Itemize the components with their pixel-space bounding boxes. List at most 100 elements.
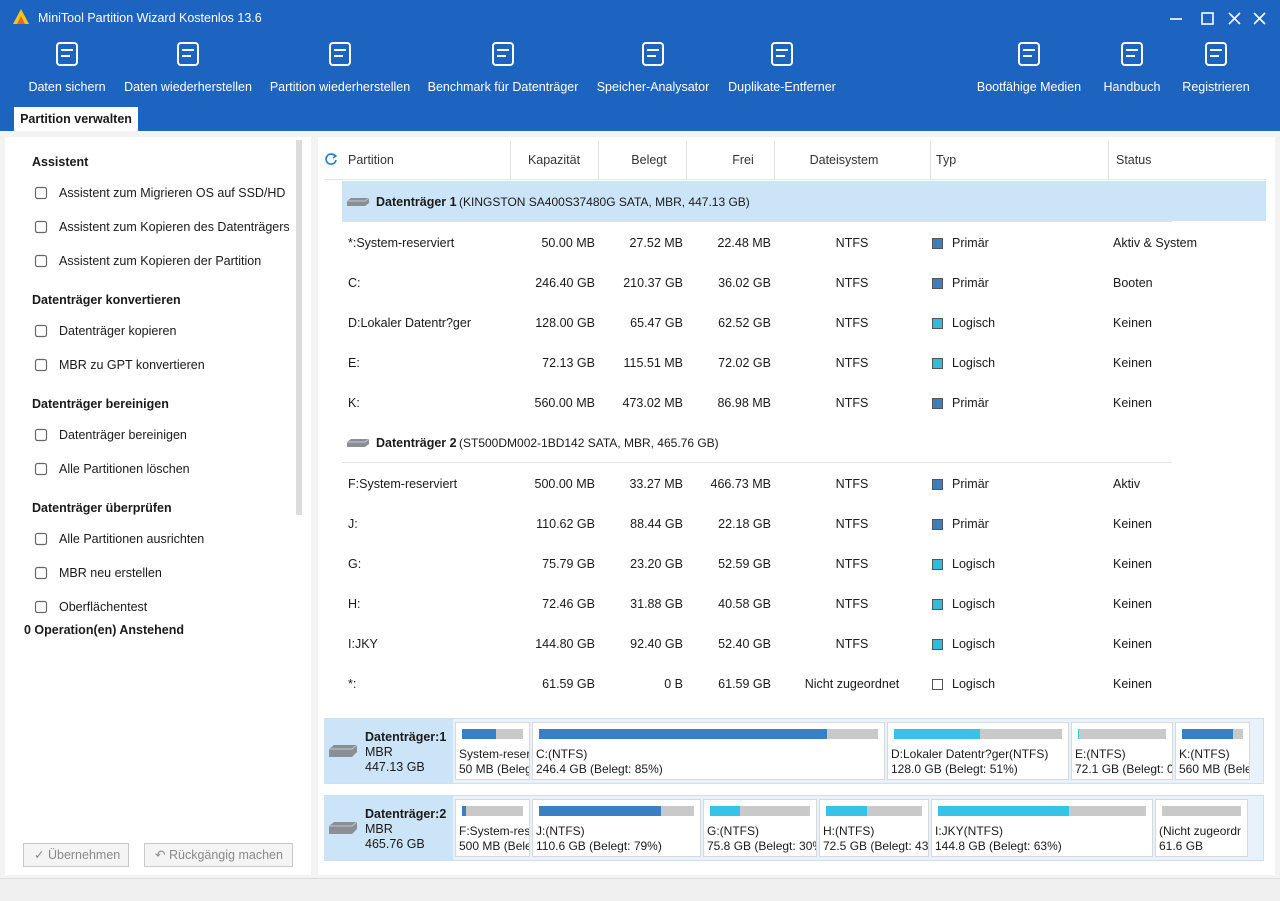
- partition-info: 500 MB (Bele: [459, 839, 530, 853]
- toolbar-icon: [492, 42, 514, 66]
- partition-block[interactable]: J:(NTFS) 110.6 GB (Belegt: 79%): [532, 799, 701, 857]
- table-cell: NTFS: [835, 356, 869, 370]
- table-cell: 473.02 MB: [622, 396, 683, 410]
- menu-icon: [34, 428, 48, 442]
- disk-icon: [347, 438, 370, 447]
- disk-row[interactable]: [342, 181, 1266, 221]
- toolbar-icon: [1121, 42, 1143, 66]
- table-cell: 27.52 MB: [629, 236, 683, 250]
- tab-active[interactable]: Partition verwalten: [14, 107, 138, 131]
- toolbar-button[interactable]: Bootfähige Medien: [976, 80, 1082, 94]
- disk-icon: [329, 744, 358, 757]
- menu-item[interactable]: Assistent zum Kopieren der Partition: [59, 254, 262, 268]
- column-header[interactable]: Belegt: [631, 153, 667, 167]
- partition-block[interactable]: H:(NTFS) 72.5 GB (Belegt: 43: [819, 799, 929, 857]
- toolbar-icon: [1205, 42, 1227, 66]
- toolbar-icon: [177, 42, 199, 66]
- table-cell: 466.73 MB: [710, 477, 771, 491]
- toolbar-button[interactable]: Daten sichern: [28, 80, 106, 94]
- disk-icon: [347, 197, 370, 206]
- table-cell: 72.46 GB: [542, 597, 595, 611]
- table-cell: H:: [348, 597, 361, 611]
- type-swatch: [932, 318, 943, 329]
- apply-button[interactable]: ✓ Übernehmen: [23, 843, 129, 867]
- partition-label: K:(NTFS): [1179, 747, 1230, 761]
- column-header[interactable]: Kapazität: [527, 153, 581, 167]
- disk-map-scheme: MBR: [365, 745, 393, 759]
- disk-label: Datenträger 2: [376, 436, 457, 450]
- menu-item[interactable]: Datenträger bereinigen: [59, 428, 187, 442]
- table-cell: Logisch: [952, 356, 996, 370]
- disk-map-name: Datenträger:1: [365, 730, 447, 744]
- table-cell: Logisch: [952, 597, 996, 611]
- partition-block[interactable]: D:Lokaler Datentr?ger(NTFS) 128.0 GB (Bel…: [887, 722, 1069, 780]
- column-header[interactable]: Partition: [348, 153, 394, 167]
- table-cell: 72.02 GB: [718, 356, 771, 370]
- toolbar-button[interactable]: Partition wiederherstellen: [269, 80, 411, 94]
- type-swatch: [932, 278, 943, 289]
- partition-block[interactable]: F:System-res 500 MB (Bele: [455, 799, 530, 857]
- partition-block[interactable]: System-reser 50 MB (Beleg: [455, 722, 530, 780]
- usage-bar: [826, 806, 922, 816]
- table-cell: I:JKY: [348, 637, 378, 651]
- table-cell: Logisch: [952, 637, 996, 651]
- table-cell: 23.20 GB: [630, 557, 683, 571]
- toolbar-button[interactable]: Duplikate-Entferner: [728, 80, 836, 94]
- usage-fill: [710, 806, 740, 816]
- partition-info: 110.6 GB (Belegt: 79%): [536, 839, 662, 853]
- toolbar-button[interactable]: Daten wiederherstellen: [124, 80, 252, 94]
- partition-block[interactable]: K:(NTFS) 560 MB (Bele: [1175, 722, 1250, 780]
- table-cell: 210.37 GB: [623, 276, 683, 290]
- menu-item[interactable]: Datenträger kopieren: [59, 324, 177, 338]
- table-cell: J:: [348, 517, 358, 531]
- menu-item[interactable]: Assistent zum Migrieren OS auf SSD/HD: [59, 186, 286, 200]
- column-separator: [774, 141, 775, 179]
- menu-item[interactable]: Oberflächentest: [59, 600, 148, 614]
- scrollbar[interactable]: [296, 140, 302, 515]
- column-separator: [510, 141, 511, 179]
- column-header[interactable]: Typ: [936, 153, 957, 167]
- menu-item[interactable]: MBR neu erstellen: [59, 566, 162, 580]
- menu-item[interactable]: MBR zu GPT konvertieren: [59, 358, 205, 372]
- toolbar-button[interactable]: Handbuch: [1103, 80, 1161, 94]
- section-title: Datenträger konvertieren: [32, 293, 181, 307]
- menu-item[interactable]: Alle Partitionen löschen: [59, 462, 190, 476]
- usage-fill: [539, 729, 828, 739]
- partition-block[interactable]: C:(NTFS) 246.4 GB (Belegt: 85%): [532, 722, 885, 780]
- window-controls[interactable]: [1160, 6, 1272, 32]
- type-swatch: [932, 599, 943, 610]
- table-cell: NTFS: [835, 557, 869, 571]
- table-cell: 560.00 MB: [534, 396, 595, 410]
- usage-bar: [539, 806, 694, 816]
- toolbar-button[interactable]: Registrieren: [1182, 80, 1250, 94]
- menu-icon: [34, 532, 48, 546]
- disk-icon: [329, 821, 358, 834]
- undo-button[interactable]: ↶ Rückgängig machen: [144, 843, 293, 867]
- button-label: Rückgängig machen: [168, 848, 283, 862]
- section-title: Assistent: [32, 155, 89, 169]
- menu-icon: [34, 358, 48, 372]
- table-cell: NTFS: [835, 597, 869, 611]
- app-logo: [13, 9, 29, 24]
- partition-block[interactable]: G:(NTFS) 75.8 GB (Belegt: 30%: [703, 799, 817, 857]
- partition-block[interactable]: E:(NTFS) 72.1 GB (Belegt: 0': [1071, 722, 1173, 780]
- toolbar-button[interactable]: Speicher-Analysator: [596, 80, 710, 94]
- toolbar-button[interactable]: Benchmark für Datenträger: [427, 80, 579, 94]
- menu-item[interactable]: Alle Partitionen ausrichten: [59, 532, 205, 546]
- table-cell: 33.27 MB: [629, 477, 683, 491]
- column-header[interactable]: Frei: [732, 153, 754, 167]
- menu-item[interactable]: Assistent zum Kopieren des Datenträgers: [59, 220, 290, 234]
- partition-block[interactable]: (Nicht zugeordr 61.6 GB: [1155, 799, 1248, 857]
- partition-label: E:(NTFS): [1075, 747, 1126, 761]
- column-header[interactable]: Dateisystem: [809, 153, 879, 167]
- usage-bar: [1182, 729, 1243, 739]
- column-header[interactable]: Status: [1116, 153, 1152, 167]
- toolbar-icon: [642, 42, 664, 66]
- table-cell: 88.44 GB: [630, 517, 683, 531]
- partition-block[interactable]: I:JKY(NTFS) 144.8 GB (Belegt: 63%): [931, 799, 1153, 857]
- disk-map-size: 447.13 GB: [365, 760, 425, 774]
- table-cell: 246.40 GB: [535, 276, 595, 290]
- toolbar-icon: [56, 42, 78, 66]
- menu-icon: [34, 186, 48, 200]
- table-cell: NTFS: [835, 396, 869, 410]
